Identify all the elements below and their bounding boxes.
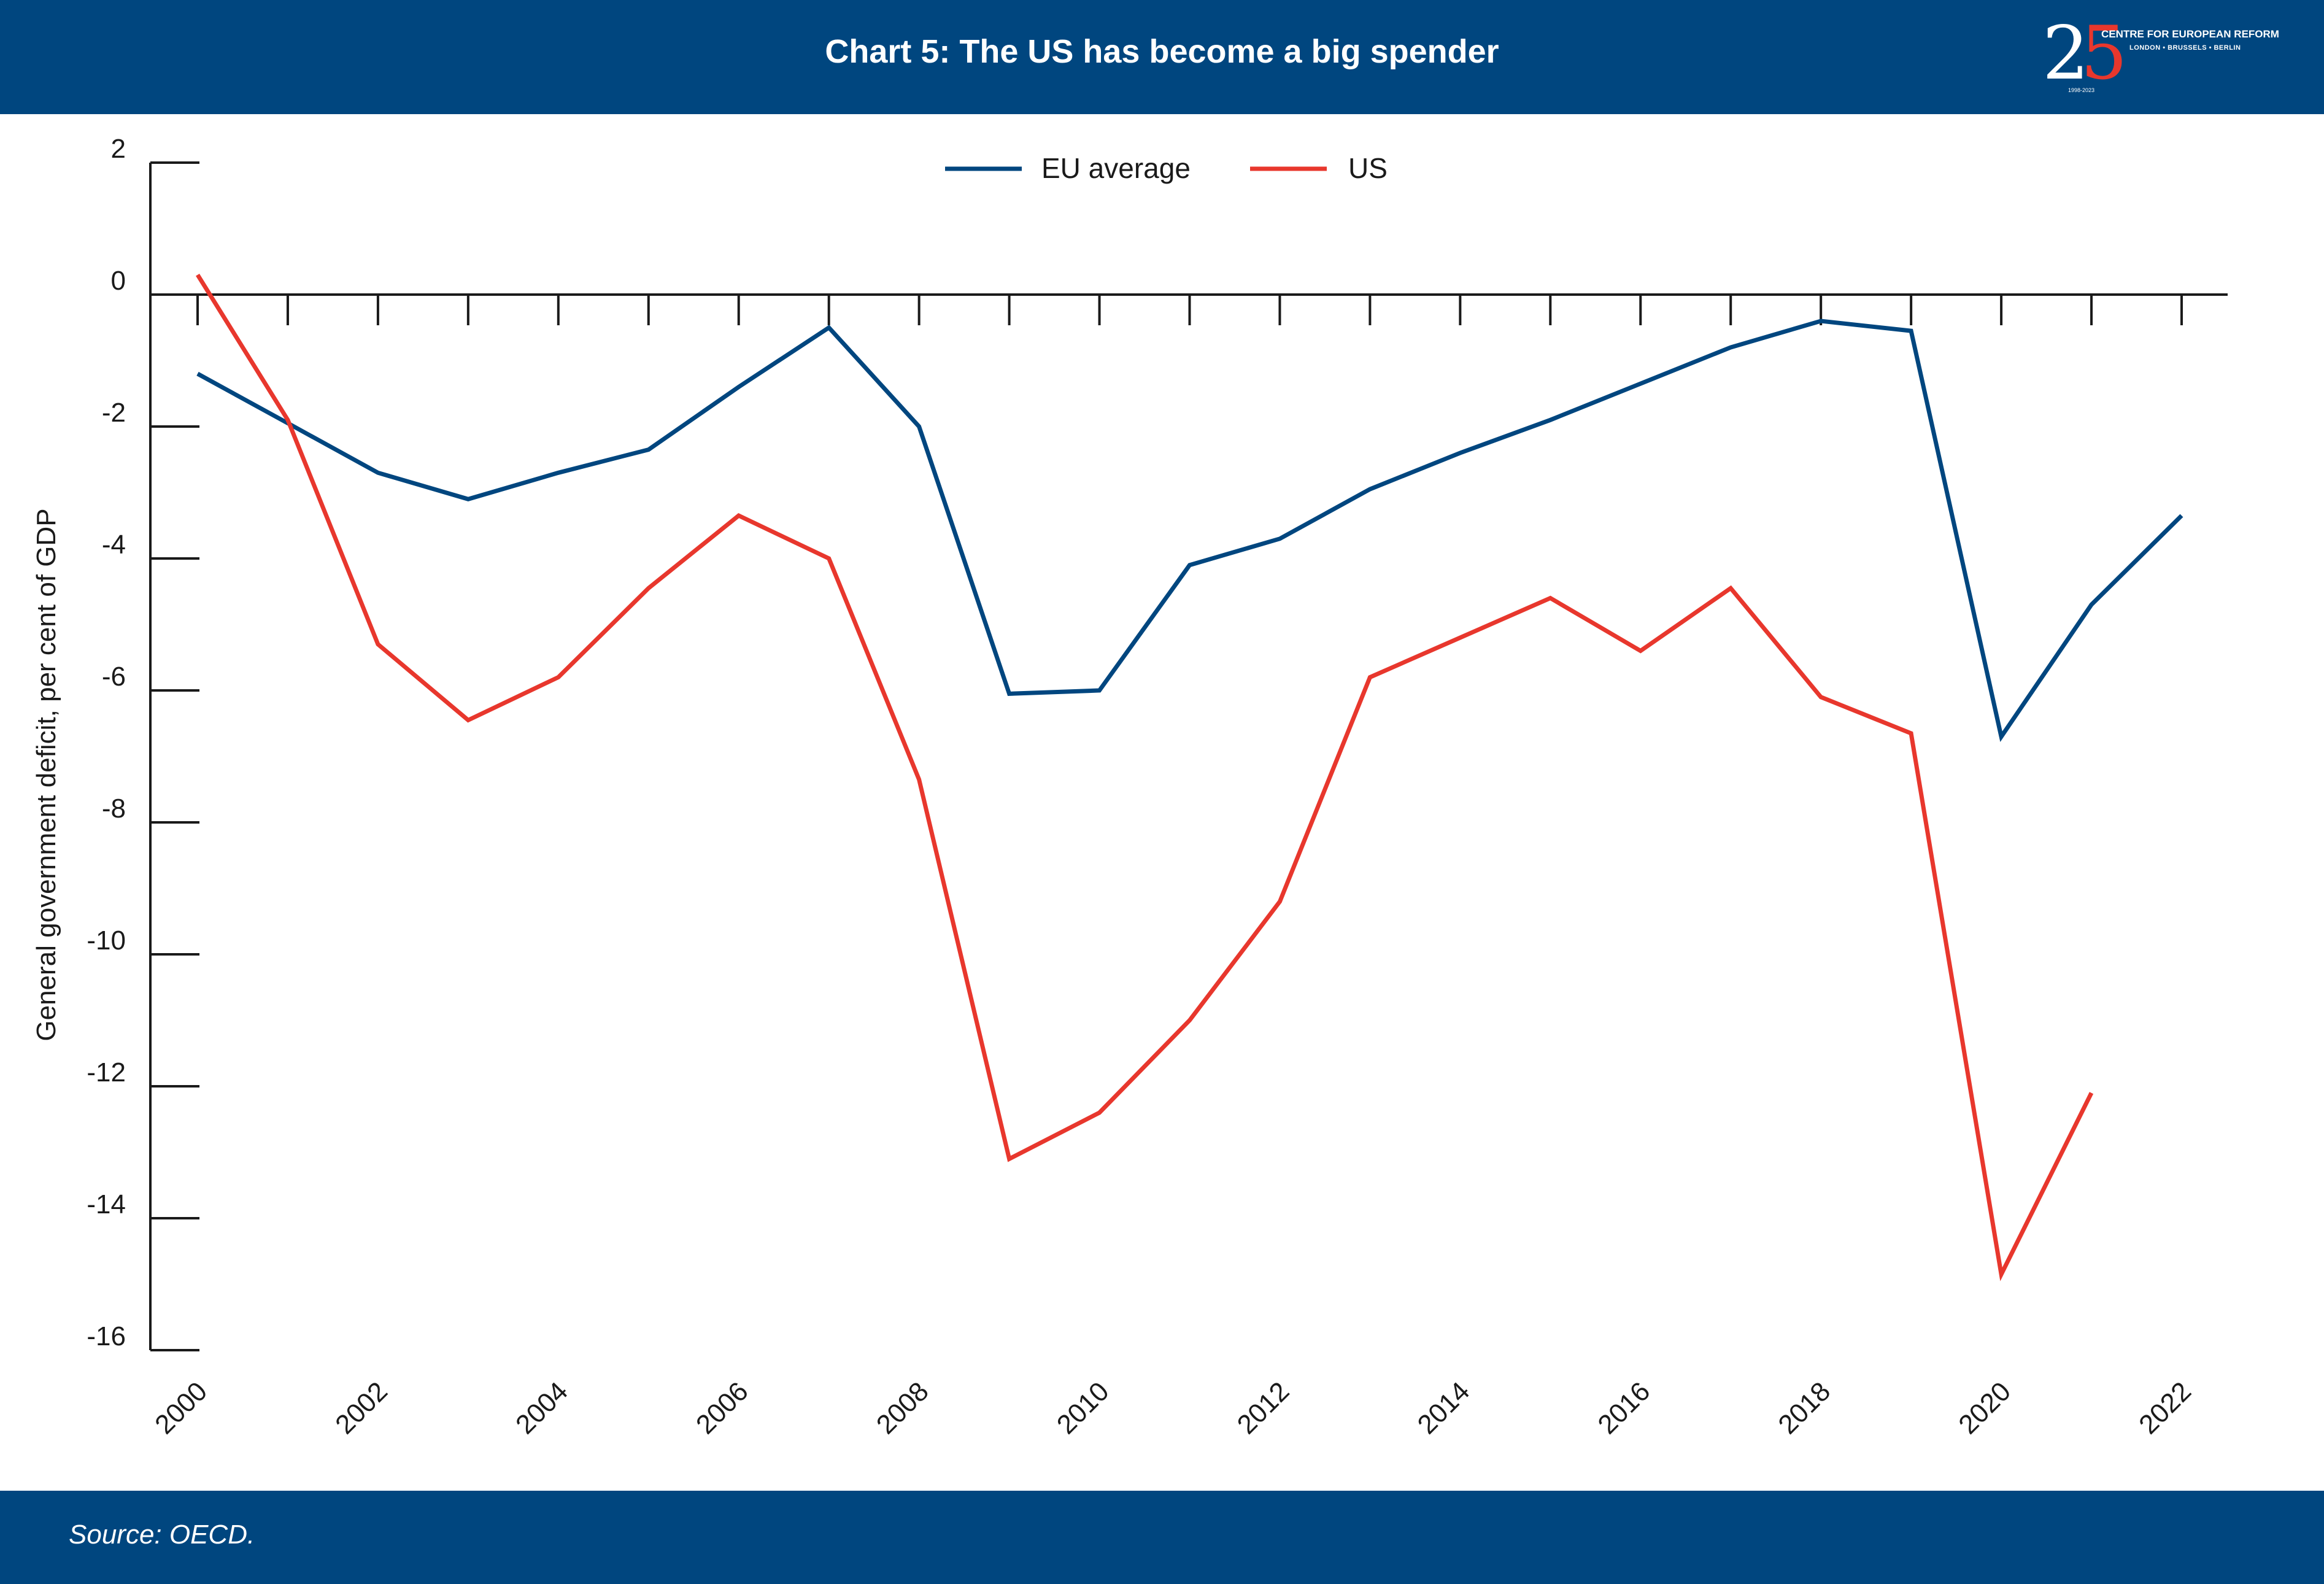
y-tick-label: -4	[102, 530, 126, 560]
x-tick-label: 2020	[1953, 1376, 2017, 1440]
legend-label: US	[1348, 152, 1388, 184]
y-tick-label: 2	[111, 134, 126, 164]
line-chart: 2 0 -2 -4 -6 -8 -10 -12 -14 -16 2000 2002 2004 2006 20…	[31, 134, 2228, 1440]
cer-logo: 25 CENTRE FOR EUROPEAN REFORM LONDON • B…	[2037, 11, 2279, 103]
legend-label: EU average	[1041, 152, 1191, 184]
logo-years: 1998-2023	[2068, 87, 2095, 93]
footer-bar	[0, 1491, 2324, 1584]
logo-cities: LONDON • BRUSSELS • BERLIN	[2129, 44, 2241, 52]
x-tick-label: 2002	[330, 1376, 393, 1440]
x-tick-label: 2006	[690, 1376, 754, 1440]
x-tick-label: 2004	[510, 1376, 574, 1440]
y-tick-label: -16	[87, 1321, 126, 1351]
y-tick-label: -12	[87, 1057, 126, 1088]
series-line-eu-average	[196, 319, 2183, 742]
y-axis-label: General government deficit, per cent of …	[31, 508, 61, 1041]
x-tick-label: 2008	[871, 1376, 935, 1440]
logo-number: 25	[2042, 11, 2128, 96]
y-tick-label: -8	[102, 794, 126, 824]
chart-title: Chart 5: The US has become a big spender	[825, 33, 1499, 70]
y-tick-label: -10	[87, 925, 126, 956]
header-bar	[0, 0, 2324, 114]
x-tick-label: 2010	[1051, 1376, 1115, 1440]
x-tick-label: 2012	[1232, 1376, 1295, 1440]
y-tick-label: -6	[102, 662, 126, 692]
x-tick-label: 2016	[1592, 1376, 1656, 1440]
y-tick-label: 0	[111, 266, 126, 296]
x-tick-label: 2022	[2133, 1376, 2197, 1440]
x-tick-label: 2000	[149, 1376, 213, 1440]
x-tick-label: 2014	[1412, 1376, 1476, 1440]
x-tick-label: 2018	[1772, 1376, 1836, 1440]
logo-name: CENTRE FOR EUROPEAN REFORM	[2101, 28, 2279, 40]
series-line-us	[196, 273, 2094, 1281]
source-note: Source: OECD.	[69, 1520, 255, 1550]
y-tick-label: -14	[87, 1189, 126, 1219]
y-tick-label: -2	[102, 398, 126, 428]
